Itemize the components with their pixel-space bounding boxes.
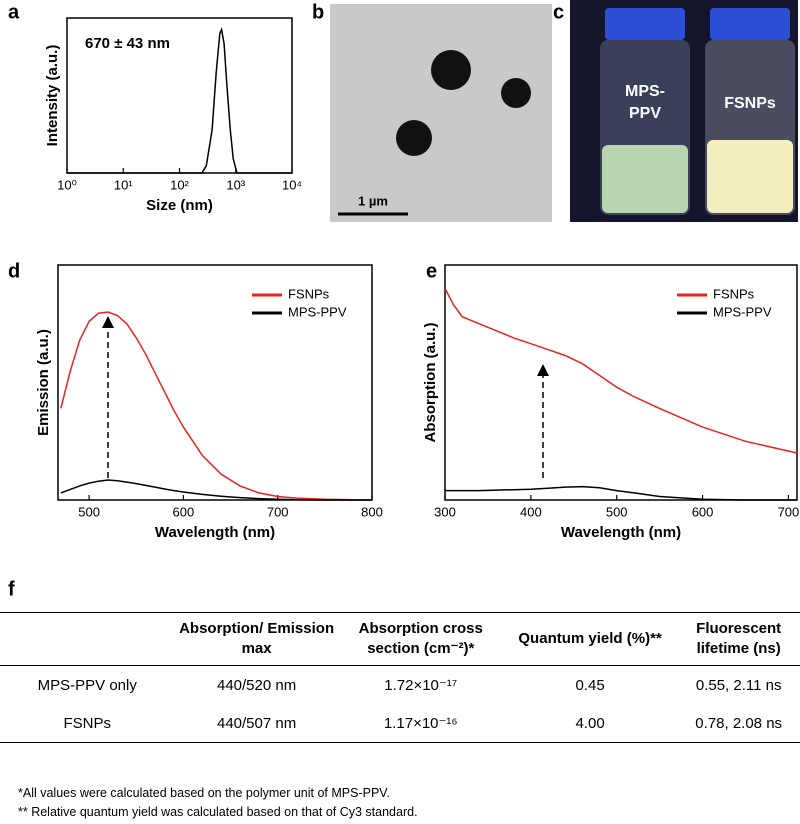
footnote: *All values were calculated based on the… [18, 786, 390, 800]
x-tick-label: 10² [170, 177, 189, 192]
series-line [67, 26, 292, 174]
panel-label: b [312, 1, 324, 23]
vial-label: FSNPs [724, 95, 776, 112]
cell: 440/520 nm [216, 676, 297, 694]
vial-cap [710, 8, 790, 40]
cell: FSNPs [63, 714, 112, 732]
header-cell: Absorption cross section (cm⁻²)* [358, 620, 483, 657]
series-line [60, 311, 373, 501]
cell: 1.72×10⁻¹⁷ [384, 677, 458, 694]
series-line [444, 288, 798, 454]
x-tick-label: 600 [692, 504, 714, 519]
x-axis-label: Size (nm) [146, 197, 213, 214]
x-tick-label: 700 [267, 504, 289, 519]
row: FSNPs 440/507 nm 1.17×10⁻¹⁶ 4.00 0.78, 2.08 … [0, 704, 800, 743]
scale-bar-label: 1 µm [358, 193, 388, 208]
footnote: ** Relative quantum yield was calculated… [18, 805, 418, 819]
particle [431, 50, 471, 90]
y-axis-label: Emission (a.u.) [35, 329, 52, 436]
x-tick-label: 700 [778, 504, 800, 519]
x-axis-label: Wavelength (nm) [561, 524, 681, 541]
header-cell: Fluorescent lifetime (ns) [696, 620, 782, 657]
header-row: Absorption/ Emission max Absorption cros… [0, 612, 800, 666]
x-tick-label: 600 [173, 504, 195, 519]
x-axis-label: Wavelength (nm) [155, 524, 275, 541]
cell: 0.45 [575, 676, 605, 694]
header-cell [0, 613, 175, 666]
annotation: 670 ± 43 nm [85, 35, 170, 52]
particle [396, 120, 432, 156]
legend-label: FSNPs [288, 286, 330, 301]
y-axis-label: Intensity (a.u.) [44, 45, 61, 147]
legend-label: MPS-PPV [288, 304, 347, 319]
cell: 4.00 [575, 714, 605, 732]
plot-frame [444, 264, 798, 501]
data-table: Absorption/ Emission max Absorption cros… [0, 612, 800, 743]
x-tick-label: 10¹ [114, 177, 133, 192]
panel-label: f [8, 578, 15, 600]
legend-label: FSNPs [713, 286, 755, 301]
plot-frame [57, 264, 373, 501]
panel-label: e [426, 260, 437, 282]
x-tick-label: 10³ [226, 177, 245, 192]
legend-label: MPS-PPV [713, 304, 772, 319]
cell: 0.55, 2.11 ns [695, 676, 782, 694]
vial-label: MPS- [625, 83, 665, 100]
cell: 1.17×10⁻¹⁶ [383, 715, 458, 732]
x-tick-label: 10⁰ [57, 177, 77, 192]
cell: MPS-PPV only [37, 676, 137, 694]
particle [501, 78, 531, 108]
x-tick-label: 300 [434, 504, 456, 519]
panel-label: a [8, 1, 20, 23]
y-axis-label: Absorption (a.u.) [422, 323, 439, 443]
panel-label: d [8, 260, 20, 282]
x-tick-label: 800 [361, 504, 383, 519]
x-tick-label: 400 [520, 504, 542, 519]
x-tick-label: 500 [606, 504, 628, 519]
tem-image [330, 4, 552, 222]
panel-label: c [553, 1, 564, 23]
series-line [445, 485, 797, 501]
x-tick-label: 10⁴ [282, 177, 302, 192]
vial-cap [605, 8, 685, 40]
header-cell: Absorption/ Emission max [179, 620, 335, 657]
cell: 0.78, 2.08 ns [695, 714, 783, 732]
vial-liquid [602, 145, 688, 213]
vial-label: PPV [629, 105, 661, 122]
header-cell: Quantum yield (%)** [518, 630, 662, 647]
series-line [60, 479, 372, 501]
cell: 440/507 nm [216, 714, 297, 732]
vial-liquid [707, 140, 793, 213]
row: MPS-PPV only 440/520 nm 1.72×10⁻¹⁷ 0.45 0.55… [0, 666, 800, 705]
figure: b 1 µm c MPS- PPV FSNPs f a 10⁰ 10¹ 10² 10³ 1… [8, 0, 800, 600]
x-tick-label: 500 [78, 504, 100, 519]
